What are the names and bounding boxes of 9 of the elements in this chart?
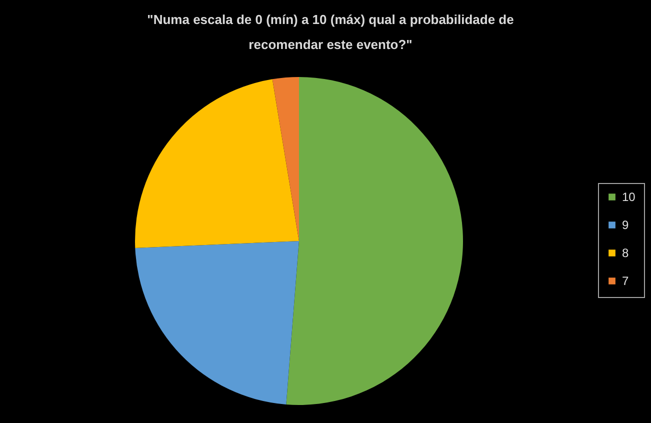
legend-label: 10 (622, 190, 636, 204)
pie-slice (135, 241, 299, 404)
legend-label: 7 (622, 274, 629, 288)
chart-title: "Numa escala de 0 (mín) a 10 (máx) qual a probabilidade de recomendar este evento?" (147, 12, 514, 52)
legend-label: 9 (622, 218, 629, 232)
pie-slice (272, 77, 299, 241)
legend-label: 8 (622, 246, 629, 260)
pie-slice (135, 79, 299, 248)
pie-slice (286, 77, 463, 405)
